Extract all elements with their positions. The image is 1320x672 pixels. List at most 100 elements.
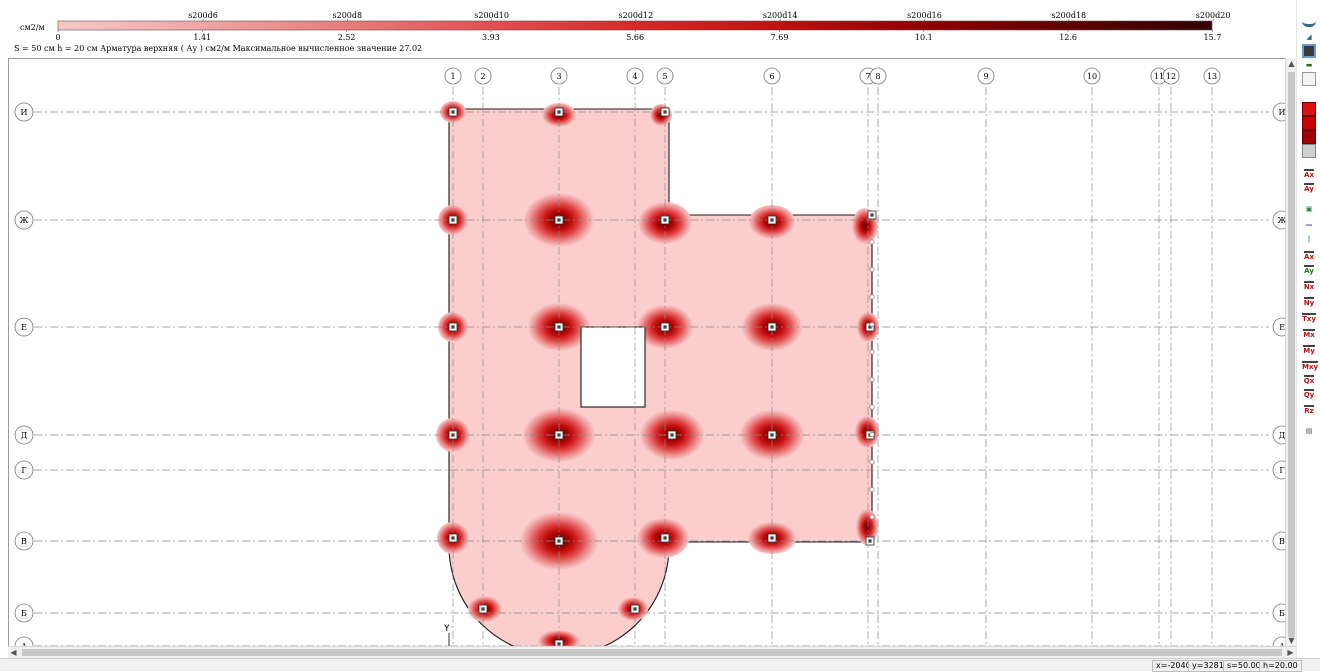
column-axis-label: 12 <box>1166 72 1176 81</box>
row-axis-label: Б <box>21 609 27 618</box>
mx-icon[interactable]: Mx <box>1302 328 1316 342</box>
row-axis-label: Ж <box>1278 216 1287 225</box>
row-axis-label: Ж <box>20 216 29 225</box>
column-axis-bubble <box>1203 67 1221 85</box>
print-icon[interactable]: ▤ <box>1305 427 1313 435</box>
fill-red3-icon[interactable] <box>1302 130 1316 144</box>
row-axis-bubble <box>14 102 34 122</box>
color-gradient-bar <box>57 20 1213 31</box>
row-axis-label: Е <box>21 323 27 332</box>
row-axis-label: Г <box>21 466 26 475</box>
edge-node <box>869 349 875 355</box>
nx-icon[interactable]: Nx <box>1302 280 1316 294</box>
row-axis-label: А <box>21 642 27 647</box>
row-axis-label: Д <box>21 431 28 440</box>
column-support-core <box>670 433 674 437</box>
scroll-right-icon[interactable]: ▶ <box>1287 648 1294 657</box>
column-support-core <box>770 325 774 329</box>
column-support-core <box>557 218 561 222</box>
toolbar-label: Rz <box>1304 405 1314 415</box>
qy-icon[interactable]: Qy <box>1302 388 1316 402</box>
line-v-icon[interactable]: | <box>1307 235 1311 243</box>
my-icon[interactable]: My <box>1302 344 1316 358</box>
legend-bottom-label: 3.93 <box>482 33 500 42</box>
column-axis-label: 13 <box>1207 72 1217 81</box>
column-support-core <box>451 325 455 329</box>
column-support-core <box>451 218 455 222</box>
column-axis-label: 6 <box>769 72 774 81</box>
horizontal-scrollbar[interactable]: ◀ ▶ <box>8 646 1296 658</box>
legend-bottom-label: 5.66 <box>626 33 644 42</box>
column-support-core <box>663 536 667 540</box>
grid-icon[interactable] <box>1302 44 1316 58</box>
row-axis-bubble <box>1272 531 1286 551</box>
legend-bottom-label: 7.69 <box>771 33 789 42</box>
column-axis-bubble <box>474 67 492 85</box>
floor-plan[interactable]: 1 2 3 4 5 6 7 8 9 10 11 12 13И ИЖ ЖЕ ЕД ДГ ГВ ВБ БА АY <box>9 59 1286 647</box>
scroll-down-icon[interactable]: ▼ <box>1288 636 1295 645</box>
column-axis-bubble <box>977 67 995 85</box>
column-axis-label: 7 <box>865 72 870 81</box>
row-axis-bubble <box>1272 210 1286 230</box>
copy-icon[interactable] <box>1302 72 1316 86</box>
pin-icon[interactable] <box>1302 19 1316 27</box>
ny-icon[interactable]: Ny <box>1302 296 1316 310</box>
row-axis-label: Д <box>1279 431 1286 440</box>
legend-bottom-label: 10.1 <box>915 33 933 42</box>
scroll-up-icon[interactable]: ▲ <box>1288 59 1295 68</box>
status-description: S = 50 см h = 20 см Арматура верхняя ( А… <box>14 44 423 53</box>
column-axis-bubble <box>869 67 887 85</box>
rz-icon[interactable]: Rz <box>1302 404 1316 418</box>
row-axis-bubble <box>14 460 34 480</box>
edge-node <box>869 459 875 465</box>
column-support-core <box>868 325 872 329</box>
right-toolbar: ◢ ▬ Ax Ay ▣ — | Ax Ay Nx Ny Txy Mx My Mxy Qx Qy Rz ▤ <box>1296 0 1320 670</box>
row-axis-bubble <box>1272 102 1286 122</box>
mxy-icon[interactable]: Mxy <box>1302 360 1319 374</box>
row-axis-label: Б <box>1279 609 1285 618</box>
vertical-scroll-thumb[interactable] <box>1288 72 1295 637</box>
horizontal-scroll-thumb[interactable] <box>22 649 1282 656</box>
edge-node <box>869 404 875 410</box>
toolbar-label: Mxy <box>1302 361 1319 371</box>
edge-node <box>869 321 875 327</box>
scroll-left-icon[interactable]: ◀ <box>10 648 17 657</box>
fill-gray-icon[interactable] <box>1302 144 1316 158</box>
ax-icon[interactable]: Ax <box>1302 168 1316 182</box>
ax2-icon[interactable]: Ax <box>1302 250 1316 264</box>
slab-outline <box>448 108 873 647</box>
column-support-core <box>557 110 561 114</box>
legend-top-label: s200d20 <box>1196 11 1231 20</box>
fill-red2-icon[interactable] <box>1302 116 1316 130</box>
column-support-core <box>451 433 455 437</box>
toolbar-label: Mx <box>1303 329 1315 339</box>
ay2-icon[interactable]: Ay <box>1302 264 1316 278</box>
txy-icon[interactable]: Txy <box>1302 312 1316 326</box>
status-bar: x=-2040 y=3281 s=50.00 h=20.00 <box>0 658 1320 672</box>
ay-icon[interactable]: Ay <box>1302 182 1316 196</box>
legend-bottom-label: 1.41 <box>193 33 211 42</box>
qx-icon[interactable]: Qx <box>1302 374 1316 388</box>
legend-bottom-label: 12.6 <box>1059 33 1077 42</box>
pencil-icon[interactable]: ▬ <box>1305 61 1313 69</box>
row-axis-bubble <box>14 531 34 551</box>
column-support-core <box>557 642 561 646</box>
edge-node <box>869 486 875 492</box>
column-support-core <box>770 536 774 540</box>
vertical-scrollbar[interactable]: ▲ ▼ <box>1285 58 1297 646</box>
toolbar-label: Qy <box>1303 389 1315 399</box>
line-h-icon[interactable]: — <box>1305 221 1313 229</box>
drawing-area[interactable]: 1 2 3 4 5 6 7 8 9 10 11 12 13 И И Ж Ж Е Е Д Д Г Г В В Б Б А А Y <box>8 58 1287 648</box>
fill-red-icon[interactable] <box>1302 102 1316 116</box>
toolbar-label: Ax <box>1304 251 1314 261</box>
column-axis-label: 8 <box>875 72 880 81</box>
column-axis-bubble <box>1162 67 1180 85</box>
column-support-core <box>557 539 561 543</box>
column-support-core <box>663 110 667 114</box>
arrow-icon[interactable]: ◢ <box>1306 33 1312 41</box>
row-axis-bubble <box>1272 317 1286 337</box>
edge-node <box>869 267 875 273</box>
toolbar-label: Ay <box>1304 183 1314 193</box>
row-axis-bubble <box>14 603 34 623</box>
export-icon[interactable]: ▣ <box>1305 205 1313 213</box>
